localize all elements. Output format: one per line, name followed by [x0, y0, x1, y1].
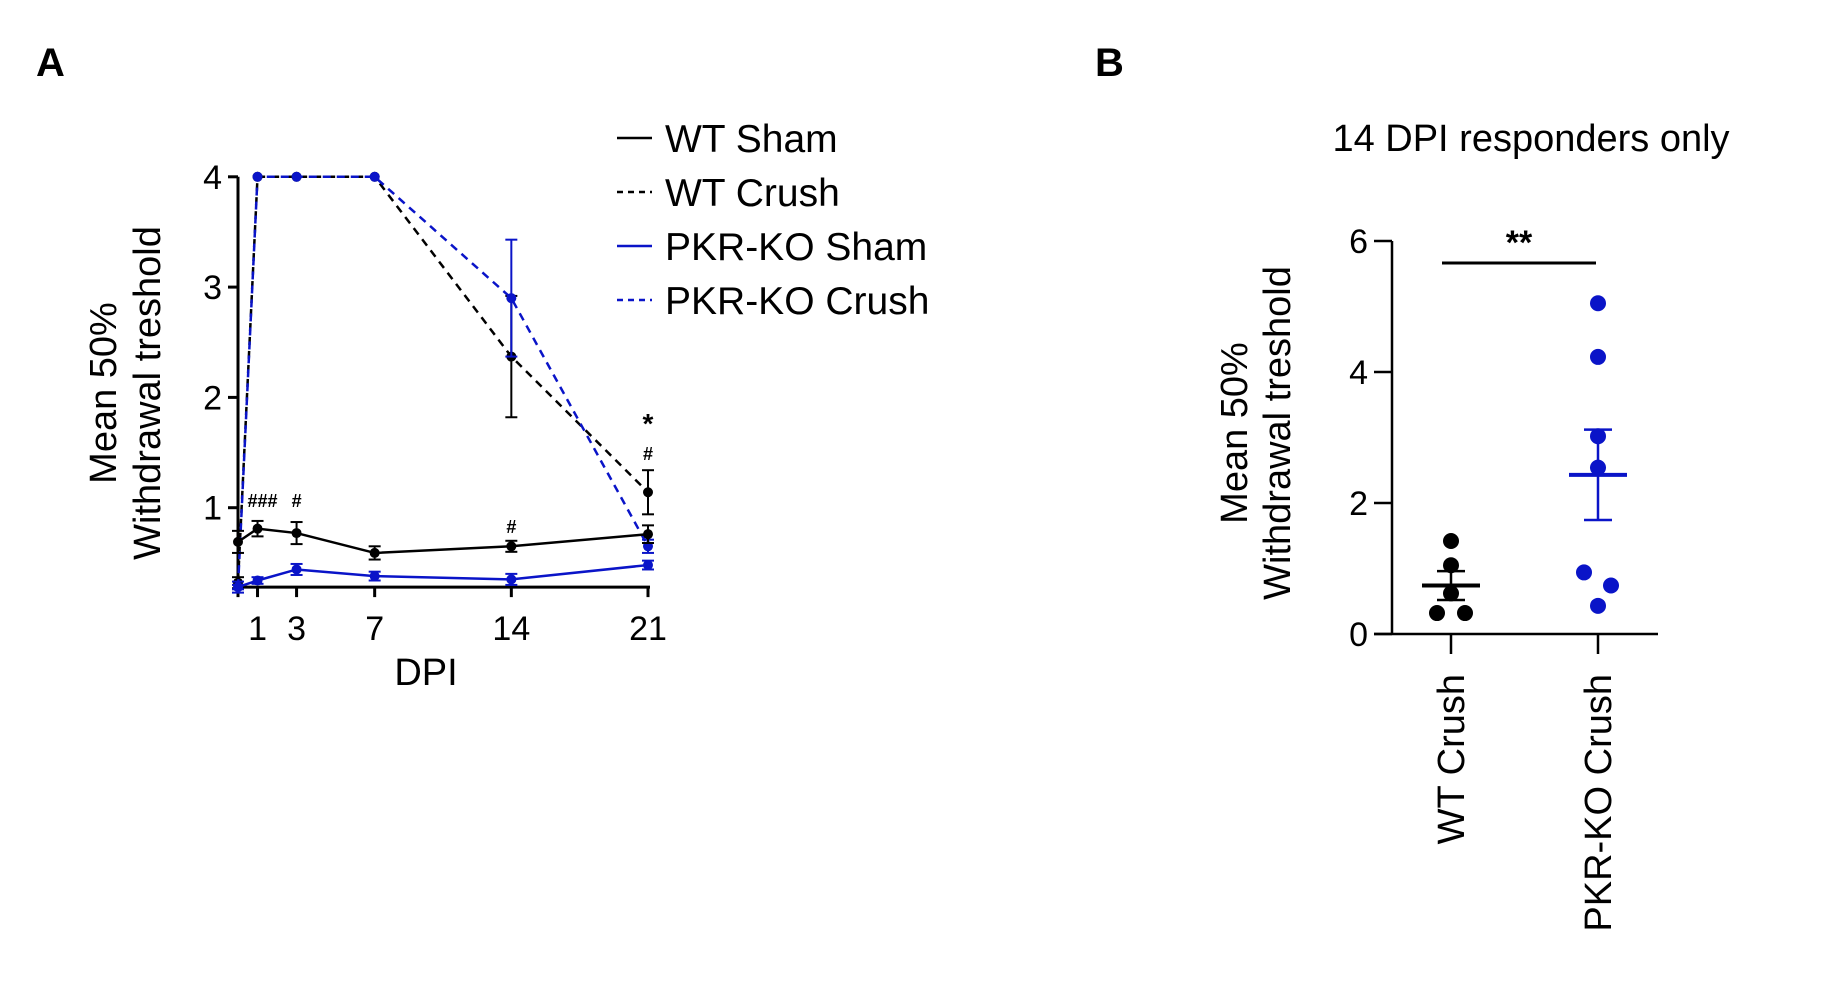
series-line-pkr-ko-crush — [236, 175, 650, 588]
legend: WT Sham WT Crush PKR-KO Sham PKR-KO Crush — [617, 118, 929, 323]
a-x-tick-label: 3 — [287, 610, 306, 648]
b-y-tick-label: 4 — [1349, 354, 1368, 392]
data-point-pkr-ko-sham — [643, 560, 653, 571]
data-point-pkr-ko-crush — [1576, 564, 1592, 581]
data-point-wt-crush — [643, 487, 653, 498]
data-point-pkr-ko-sham — [233, 582, 243, 593]
data-point-pkr-ko-sham — [252, 575, 263, 586]
significance-label: ** — [1506, 224, 1533, 262]
data-point-pkr-ko-crush — [291, 171, 302, 182]
panel-label-b: B — [1095, 41, 1124, 85]
data-point-pkr-ko-sham — [291, 564, 302, 575]
data-point-pkr-ko-sham — [369, 571, 380, 582]
b-x-tick-label: WT Crush — [1431, 674, 1473, 844]
data-point-pkr-ko-crush — [1603, 577, 1619, 594]
data-point-wt-sham — [252, 523, 263, 534]
legend-label: WT Crush — [665, 172, 840, 215]
panel-label-a: A — [36, 41, 65, 85]
data-point-wt-crush — [1457, 605, 1473, 622]
b-y-tick-label: 0 — [1349, 616, 1368, 654]
a-x-tick-label: 21 — [629, 610, 667, 648]
data-point-pkr-ko-crush — [1590, 295, 1606, 312]
data-point-pkr-ko-crush — [506, 293, 517, 304]
data-point-wt-sham — [506, 541, 517, 552]
data-point-pkr-ko-crush — [369, 171, 380, 182]
data-point-wt-sham — [369, 547, 380, 558]
b-y-tick-label: 6 — [1349, 223, 1368, 261]
legend-label: PKR-KO Sham — [665, 226, 927, 269]
data-point-wt-crush — [1443, 557, 1459, 574]
significance-annotation: # — [506, 517, 516, 537]
data-point-wt-sham — [291, 528, 302, 539]
data-point-pkr-ko-crush — [1590, 348, 1606, 365]
a-x-tick-label: 1 — [248, 610, 267, 648]
a-y-title-line2: Withdrawal treshold — [127, 226, 169, 560]
panel-b-scatter-chart: 14 DPI responders only Mean 50% Withdraw… — [1214, 118, 1730, 932]
legend-label: WT Sham — [665, 118, 838, 161]
data-point-pkr-ko-crush — [252, 171, 263, 182]
a-y-tick-label: 2 — [203, 379, 222, 417]
data-point-wt-crush — [1429, 605, 1445, 622]
significance-annotation: * — [643, 408, 654, 439]
b-title: 14 DPI responders only — [1332, 118, 1729, 160]
data-point-pkr-ko-sham — [506, 574, 517, 585]
b-y-title-line1: Mean 50% — [1214, 342, 1256, 524]
data-point-wt-sham — [643, 529, 653, 540]
a-x-tick-label: 7 — [365, 610, 384, 648]
significance-annotation: # — [292, 491, 302, 511]
significance-annotation: # — [643, 444, 653, 464]
a-y-tick-label: 1 — [203, 490, 222, 528]
b-x-tick-label: PKR-KO Crush — [1578, 674, 1620, 932]
a-y-title-line1: Mean 50% — [83, 302, 125, 484]
a-y-tick-label: 4 — [203, 159, 222, 197]
data-point-wt-crush — [1443, 532, 1459, 549]
significance-annotation: ### — [248, 491, 278, 511]
a-y-tick-label: 3 — [203, 269, 222, 307]
legend-label: PKR-KO Crush — [665, 280, 929, 323]
b-y-tick-label: 2 — [1349, 485, 1368, 523]
data-point-wt-sham — [233, 536, 243, 547]
a-x-title: DPI — [394, 652, 457, 694]
data-point-pkr-ko-crush — [1590, 597, 1606, 614]
a-x-tick-label: 14 — [492, 610, 530, 648]
b-y-title-line2: Withdrawal treshold — [1257, 266, 1299, 600]
